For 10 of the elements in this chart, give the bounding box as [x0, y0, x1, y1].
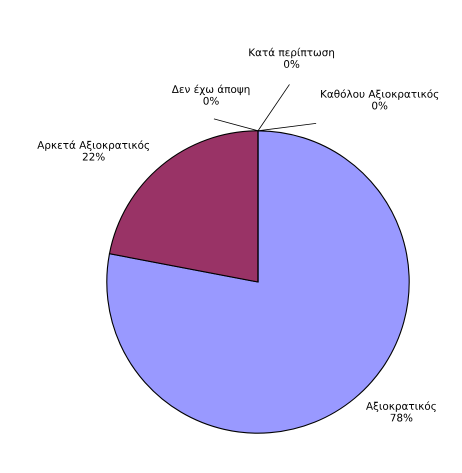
- slice-label: Αξιοκρατικός: [366, 401, 436, 412]
- slice-label: Αρκετά Αξιοκρατικός: [37, 140, 150, 151]
- category-label: Κατά περίπτωση: [249, 48, 334, 58]
- data-label: 22%: [82, 152, 105, 161]
- category-label: Καθόλου Αξιοκρατικός: [321, 89, 438, 100]
- data-label: 78%: [390, 414, 412, 422]
- text: 0%: [372, 102, 388, 110]
- category-label: Δεν έχω άποψη: [172, 84, 250, 96]
- text: 0%: [203, 96, 219, 105]
- text: 0%: [284, 60, 300, 68]
